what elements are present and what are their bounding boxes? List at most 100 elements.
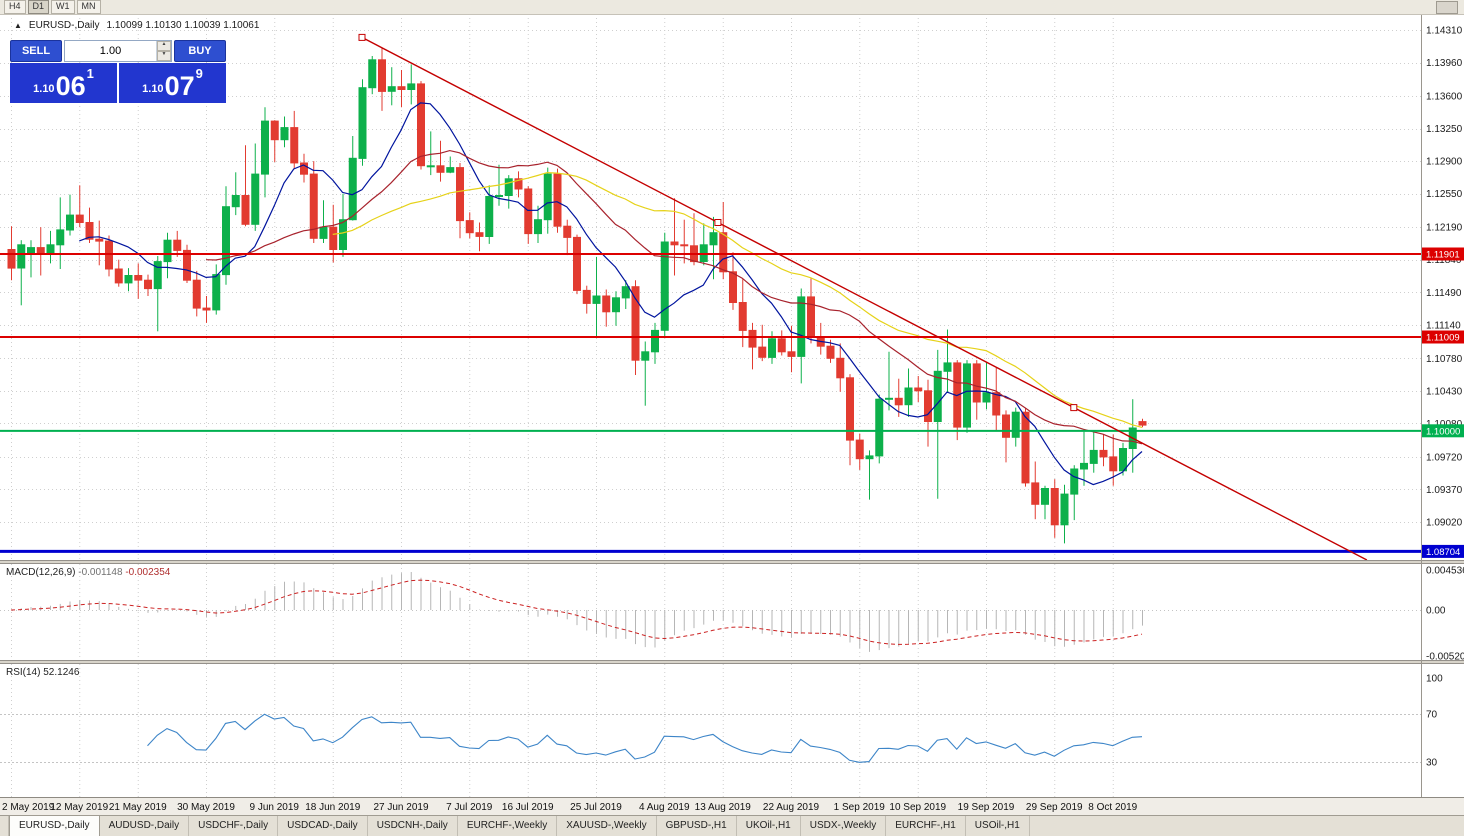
sell-price-prefix: 1.10: [33, 83, 55, 95]
svg-text:1.11840: 1.11840: [1426, 255, 1462, 266]
svg-text:1.13600: 1.13600: [1426, 92, 1463, 103]
rsi-line: [147, 713, 1143, 763]
svg-text:1.11901: 1.11901: [1426, 250, 1460, 261]
svg-text:1.09020: 1.09020: [1426, 517, 1463, 528]
svg-text:100: 100: [1426, 674, 1443, 685]
sell-button[interactable]: SELL: [10, 40, 62, 62]
svg-text:1.13960: 1.13960: [1426, 58, 1463, 69]
ma-line-21: [205, 149, 1143, 445]
volume-up-icon[interactable]: ▲: [157, 41, 171, 51]
chart-tab-USDX-Weekly[interactable]: USDX-,Weekly: [801, 816, 887, 836]
chart-shift-button[interactable]: [1436, 1, 1458, 14]
candles: [7, 47, 1147, 544]
sell-price-big: 06: [55, 71, 86, 101]
svg-text:1.11009: 1.11009: [1426, 332, 1460, 343]
chart-title-overlay: ▲ EURUSD-,Daily 1.10099 1.10130 1.10039 …: [14, 20, 259, 31]
price-badge-1.11009: 1.11009: [1422, 330, 1464, 344]
chart-tab-bar: EURUSD-,Daily AUDUSD-,Daily USDCHF-,Daily U…: [0, 815, 1464, 836]
svg-text:9 Jun 2019: 9 Jun 2019: [250, 802, 300, 813]
volume-value[interactable]: 1.00: [99, 45, 122, 57]
timeframe-button-MN[interactable]: MN: [76, 0, 101, 14]
price-badge-1.10000: 1.10000: [1422, 424, 1464, 437]
chart-tab-GBPUSD-H1[interactable]: GBPUSD-,H1: [657, 816, 737, 836]
svg-text:25 Jul 2019: 25 Jul 2019: [570, 802, 622, 813]
timeframe-toolbar: H4 D1 W1 MN: [0, 0, 1464, 15]
svg-text:18 Jun 2019: 18 Jun 2019: [305, 802, 360, 813]
buy-price-big: 07: [164, 71, 195, 101]
chart-background: [0, 14, 1464, 816]
time-axis[interactable]: [0, 797, 1464, 816]
svg-text:1.09720: 1.09720: [1426, 452, 1463, 463]
buy-price-pip: 9: [195, 66, 203, 81]
macd-label: MACD(12,26,9) -0.001148 -0.002354: [6, 567, 171, 578]
sell-price-display[interactable]: 1.10 06 1: [10, 63, 117, 103]
chart-tab-EURCHF-Weekly[interactable]: EURCHF-,Weekly: [458, 816, 558, 836]
tab-bar-stub: [0, 816, 9, 836]
chart-tab-EURCHF-H1[interactable]: EURCHF-,H1: [886, 816, 966, 836]
chart-tab-XAUUSD-Weekly[interactable]: XAUUSD-,Weekly: [557, 816, 657, 836]
volume-down-icon[interactable]: ▼: [157, 51, 171, 61]
ma-line-34: [332, 171, 1143, 428]
svg-text:10 Sep 2019: 10 Sep 2019: [889, 802, 946, 813]
svg-text:1 Sep 2019: 1 Sep 2019: [834, 802, 886, 813]
svg-text:1.13250: 1.13250: [1426, 124, 1463, 135]
svg-text:4 Aug 2019: 4 Aug 2019: [639, 802, 690, 813]
chart-tab-USDCAD-Daily[interactable]: USDCAD-,Daily: [278, 816, 368, 836]
svg-text:12 May 2019: 12 May 2019: [50, 802, 108, 813]
timeframe-button-H4[interactable]: H4: [4, 0, 26, 14]
timeframe-button-W1[interactable]: W1: [51, 0, 75, 14]
svg-text:21 May 2019: 21 May 2019: [109, 802, 167, 813]
svg-text:30 May 2019: 30 May 2019: [177, 802, 235, 813]
svg-text:30: 30: [1426, 758, 1438, 769]
trendline-handle[interactable]: [714, 219, 722, 226]
chart-tab-UKOil-H1[interactable]: UKOil-,H1: [737, 816, 801, 836]
svg-text:1.12550: 1.12550: [1426, 189, 1463, 200]
buy-button[interactable]: BUY: [174, 40, 226, 62]
svg-text:1.09370: 1.09370: [1426, 485, 1463, 496]
sell-price-pip: 1: [86, 66, 94, 81]
price-badge-1.11901: 1.11901: [1422, 247, 1464, 261]
buy-price-display[interactable]: 1.10 07 9: [119, 63, 226, 103]
svg-text:13 Aug 2019: 13 Aug 2019: [695, 802, 752, 813]
chart-canvas[interactable]: MACD(12,26,9) -0.001148 -0.002354 RSI(14)…: [0, 14, 1464, 816]
pane-divider[interactable]: [0, 560, 1464, 564]
svg-text:1.12190: 1.12190: [1426, 223, 1463, 234]
svg-text:22 Aug 2019: 22 Aug 2019: [763, 802, 820, 813]
one-click-trading-panel: SELL 1.00 ▲ ▼ BUY 1.10 06 1 1.10 07 9: [10, 40, 226, 103]
svg-text:16 Jul 2019: 16 Jul 2019: [502, 802, 554, 813]
chart-ohlc-values: 1.10099 1.10130 1.10039 1.10061: [106, 20, 260, 31]
descending-trendline[interactable]: [361, 36, 1368, 561]
svg-text:0.00: 0.00: [1426, 606, 1446, 617]
chart-tab-AUDUSD-Daily[interactable]: AUDUSD-,Daily: [100, 816, 190, 836]
trendline-handle[interactable]: [1070, 404, 1078, 412]
svg-text:1.11490: 1.11490: [1426, 288, 1462, 299]
chart-tab-USOil-H1[interactable]: USOil-,H1: [966, 816, 1030, 836]
svg-text:1.10000: 1.10000: [1426, 426, 1460, 437]
svg-text:0.004536: 0.004536: [1426, 566, 1464, 577]
svg-text:8 Oct 2019: 8 Oct 2019: [1088, 802, 1137, 813]
svg-text:29 Sep 2019: 29 Sep 2019: [1026, 802, 1083, 813]
macd-signal-line: [10, 579, 1143, 645]
svg-text:1.11140: 1.11140: [1426, 320, 1461, 331]
chart-tab-EURUSD-Daily[interactable]: EURUSD-,Daily: [9, 816, 100, 836]
pane-divider[interactable]: [0, 660, 1464, 664]
svg-text:-0.005205: -0.005205: [1426, 651, 1464, 662]
svg-text:27 Jun 2019: 27 Jun 2019: [373, 802, 428, 813]
chart-tab-USDCHF-Daily[interactable]: USDCHF-,Daily: [189, 816, 279, 836]
buy-price-prefix: 1.10: [142, 83, 164, 95]
timeframe-button-D1[interactable]: D1: [27, 0, 50, 14]
svg-text:70: 70: [1426, 710, 1438, 721]
volume-input[interactable]: 1.00 ▲ ▼: [64, 40, 172, 62]
chart-tab-USDCNH-Daily[interactable]: USDCNH-,Daily: [368, 816, 458, 836]
svg-text:1.08704: 1.08704: [1426, 547, 1460, 558]
chart-symbol-label: EURUSD-,Daily: [28, 20, 100, 31]
svg-text:1.10780: 1.10780: [1426, 354, 1463, 365]
rsi-label: RSI(14) 52.1246: [6, 667, 80, 678]
one-click-toggle-icon[interactable]: ▲: [14, 21, 22, 30]
svg-text:2 May 2019: 2 May 2019: [2, 802, 55, 813]
svg-text:7 Jul 2019: 7 Jul 2019: [446, 802, 493, 813]
trendline-handle[interactable]: [358, 33, 366, 41]
ma-line-8: [79, 102, 1143, 486]
price-badge-1.08704: 1.08704: [1422, 544, 1464, 558]
